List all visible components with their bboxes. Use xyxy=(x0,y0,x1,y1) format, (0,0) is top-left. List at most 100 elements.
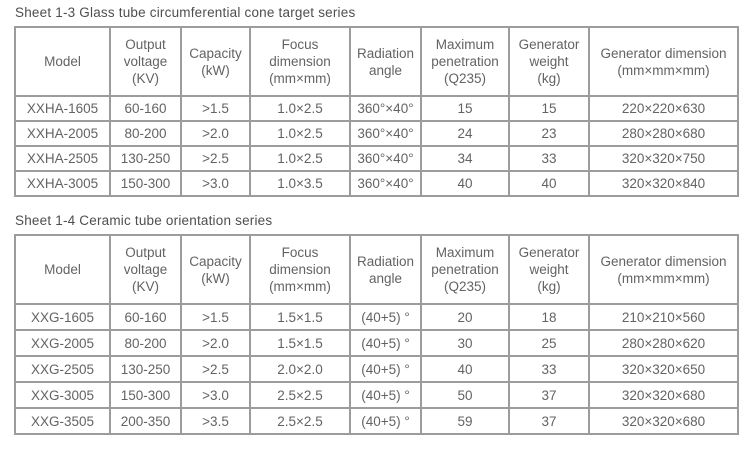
table-cell: 24 xyxy=(420,120,510,147)
header-cell: Maximum penetration (Q235) xyxy=(420,26,510,97)
table-cell: 40 xyxy=(420,355,510,383)
header-cell: Focus dimension (mm×mm) xyxy=(249,234,351,305)
header-row: Model Output voltage (KV) Capacity (kW) Foc… xyxy=(14,26,739,97)
table-cell: 15 xyxy=(508,95,590,122)
table-cell: 2.5×2.5 xyxy=(249,381,351,409)
header-cell: Focus dimension (mm×mm) xyxy=(249,26,351,97)
table-cell: >2.5 xyxy=(180,355,251,383)
ceramic-tube-spec-table: Model Output voltage (KV) Capacity (kW) Foc… xyxy=(14,234,739,435)
header-cell: Generator dimension (mm×mm×mm) xyxy=(588,26,739,97)
table-cell: 20 xyxy=(420,303,510,331)
table-cell: XXG-2005 xyxy=(14,329,111,357)
table-row: XXHA-2005 80-200 >2.0 1.0×2.5 360°×40° 24 23 28… xyxy=(14,120,739,147)
table-cell: XXG-3005 xyxy=(14,381,111,409)
table-cell: 1.5×1.5 xyxy=(249,303,351,331)
header-cell: Radiation angle xyxy=(349,26,422,97)
table-cell: 50 xyxy=(420,381,510,409)
sheet-1-3-title: Sheet 1-3 Glass tube circumferential con… xyxy=(15,5,356,20)
table-cell: 37 xyxy=(508,381,590,409)
table-cell: 1.0×3.5 xyxy=(249,170,351,197)
header-cell: Generator weight (kg) xyxy=(508,234,590,305)
table-cell: (40+5) ° xyxy=(349,381,422,409)
table-cell: 320×320×680 xyxy=(588,381,739,409)
header-cell: Output voltage (KV) xyxy=(109,234,182,305)
header-cell: Radiation angle xyxy=(349,234,422,305)
table-cell: 1.0×2.5 xyxy=(249,95,351,122)
table-cell: 25 xyxy=(508,329,590,357)
table-cell: 30 xyxy=(420,329,510,357)
header-cell: Model xyxy=(14,234,111,305)
table-row: XXG-1605 60-160 >1.5 1.5×1.5 (40+5) ° 20 18 210… xyxy=(14,303,739,331)
table-cell: 360°×40° xyxy=(349,170,422,197)
table-row: XXHA-2505 130-250 >2.5 1.0×2.5 360°×40° 34 33 3… xyxy=(14,145,739,172)
table-cell: 33 xyxy=(508,145,590,172)
table-cell: 360°×40° xyxy=(349,120,422,147)
table-cell: >2.5 xyxy=(180,145,251,172)
table-cell: 80-200 xyxy=(109,120,182,147)
table-cell: 320×320×840 xyxy=(588,170,739,197)
table-cell: >3.5 xyxy=(180,407,251,435)
table-cell: 1.0×2.5 xyxy=(249,145,351,172)
spec-sheet-page: Sheet 1-3 Glass tube circumferential con… xyxy=(14,5,739,435)
table-cell: 280×280×620 xyxy=(588,329,739,357)
header-cell: Generator dimension (mm×mm×mm) xyxy=(588,234,739,305)
table-cell: 33 xyxy=(508,355,590,383)
table-cell: XXG-3505 xyxy=(14,407,111,435)
table-cell: 18 xyxy=(508,303,590,331)
header-cell: Generator weight (kg) xyxy=(508,26,590,97)
glass-tube-series-section: Sheet 1-3 Glass tube circumferential con… xyxy=(14,5,739,197)
table-cell: 320×320×750 xyxy=(588,145,739,172)
glass-tube-spec-table: Model Output voltage (KV) Capacity (kW) Foc… xyxy=(14,26,739,197)
table-cell: XXHA-2005 xyxy=(14,120,111,147)
table-row: XXG-3505 200-350 >3.5 2.5×2.5 (40+5) ° 59 37 32… xyxy=(14,407,739,435)
table-cell: 320×320×650 xyxy=(588,355,739,383)
table-cell: XXHA-2505 xyxy=(14,145,111,172)
table-cell: 150-300 xyxy=(109,170,182,197)
table-cell: >2.0 xyxy=(180,120,251,147)
table-cell: 1.0×2.5 xyxy=(249,120,351,147)
table-cell: (40+5) ° xyxy=(349,407,422,435)
table-row: XXG-2005 80-200 >2.0 1.5×1.5 (40+5) ° 30 25 280… xyxy=(14,329,739,357)
table-cell: 130-250 xyxy=(109,145,182,172)
table-cell: 2.5×2.5 xyxy=(249,407,351,435)
table-cell: >1.5 xyxy=(180,95,251,122)
table-cell: 80-200 xyxy=(109,329,182,357)
table-row: XXHA-1605 60-160 >1.5 1.0×2.5 360°×40° 15 15 22… xyxy=(14,95,739,122)
table-cell: (40+5) ° xyxy=(349,303,422,331)
header-cell: Maximum penetration (Q235) xyxy=(420,234,510,305)
table-cell: 60-160 xyxy=(109,303,182,331)
sheet-1-4-title: Sheet 1-4 Ceramic tube orientation serie… xyxy=(15,213,273,228)
table-row: XXG-3005 150-300 >3.0 2.5×2.5 (40+5) ° 50 37 32… xyxy=(14,381,739,409)
table-cell: >2.0 xyxy=(180,329,251,357)
table-cell: XXHA-3005 xyxy=(14,170,111,197)
table-cell: 40 xyxy=(420,170,510,197)
table-cell: 360°×40° xyxy=(349,95,422,122)
table-cell: 60-160 xyxy=(109,95,182,122)
table-cell: 320×320×680 xyxy=(588,407,739,435)
table-cell: (40+5) ° xyxy=(349,329,422,357)
header-cell: Capacity (kW) xyxy=(180,26,251,97)
table-row: XXG-2505 130-250 >2.5 2.0×2.0 (40+5) ° 40 33 32… xyxy=(14,355,739,383)
table-cell: 15 xyxy=(420,95,510,122)
table-cell: 40 xyxy=(508,170,590,197)
table-cell: 220×220×630 xyxy=(588,95,739,122)
header-row: Model Output voltage (KV) Capacity (kW) Foc… xyxy=(14,234,739,305)
table-cell: XXG-1605 xyxy=(14,303,111,331)
table-cell: 37 xyxy=(508,407,590,435)
ceramic-tube-series-section: Sheet 1-4 Ceramic tube orientation serie… xyxy=(14,213,739,435)
table-cell: XXHA-1605 xyxy=(14,95,111,122)
table-cell: 1.5×1.5 xyxy=(249,329,351,357)
table-row: XXHA-3005 150-300 >3.0 1.0×3.5 360°×40° 40 40 3… xyxy=(14,170,739,197)
header-cell: Capacity (kW) xyxy=(180,234,251,305)
table-cell: 59 xyxy=(420,407,510,435)
table-cell: (40+5) ° xyxy=(349,355,422,383)
table-cell: >3.0 xyxy=(180,381,251,409)
table-cell: >1.5 xyxy=(180,303,251,331)
table-cell: 280×280×680 xyxy=(588,120,739,147)
table-cell: 130-250 xyxy=(109,355,182,383)
table-cell: >3.0 xyxy=(180,170,251,197)
table-cell: 34 xyxy=(420,145,510,172)
table-cell: 150-300 xyxy=(109,381,182,409)
table-cell: 2.0×2.0 xyxy=(249,355,351,383)
table-cell: 23 xyxy=(508,120,590,147)
